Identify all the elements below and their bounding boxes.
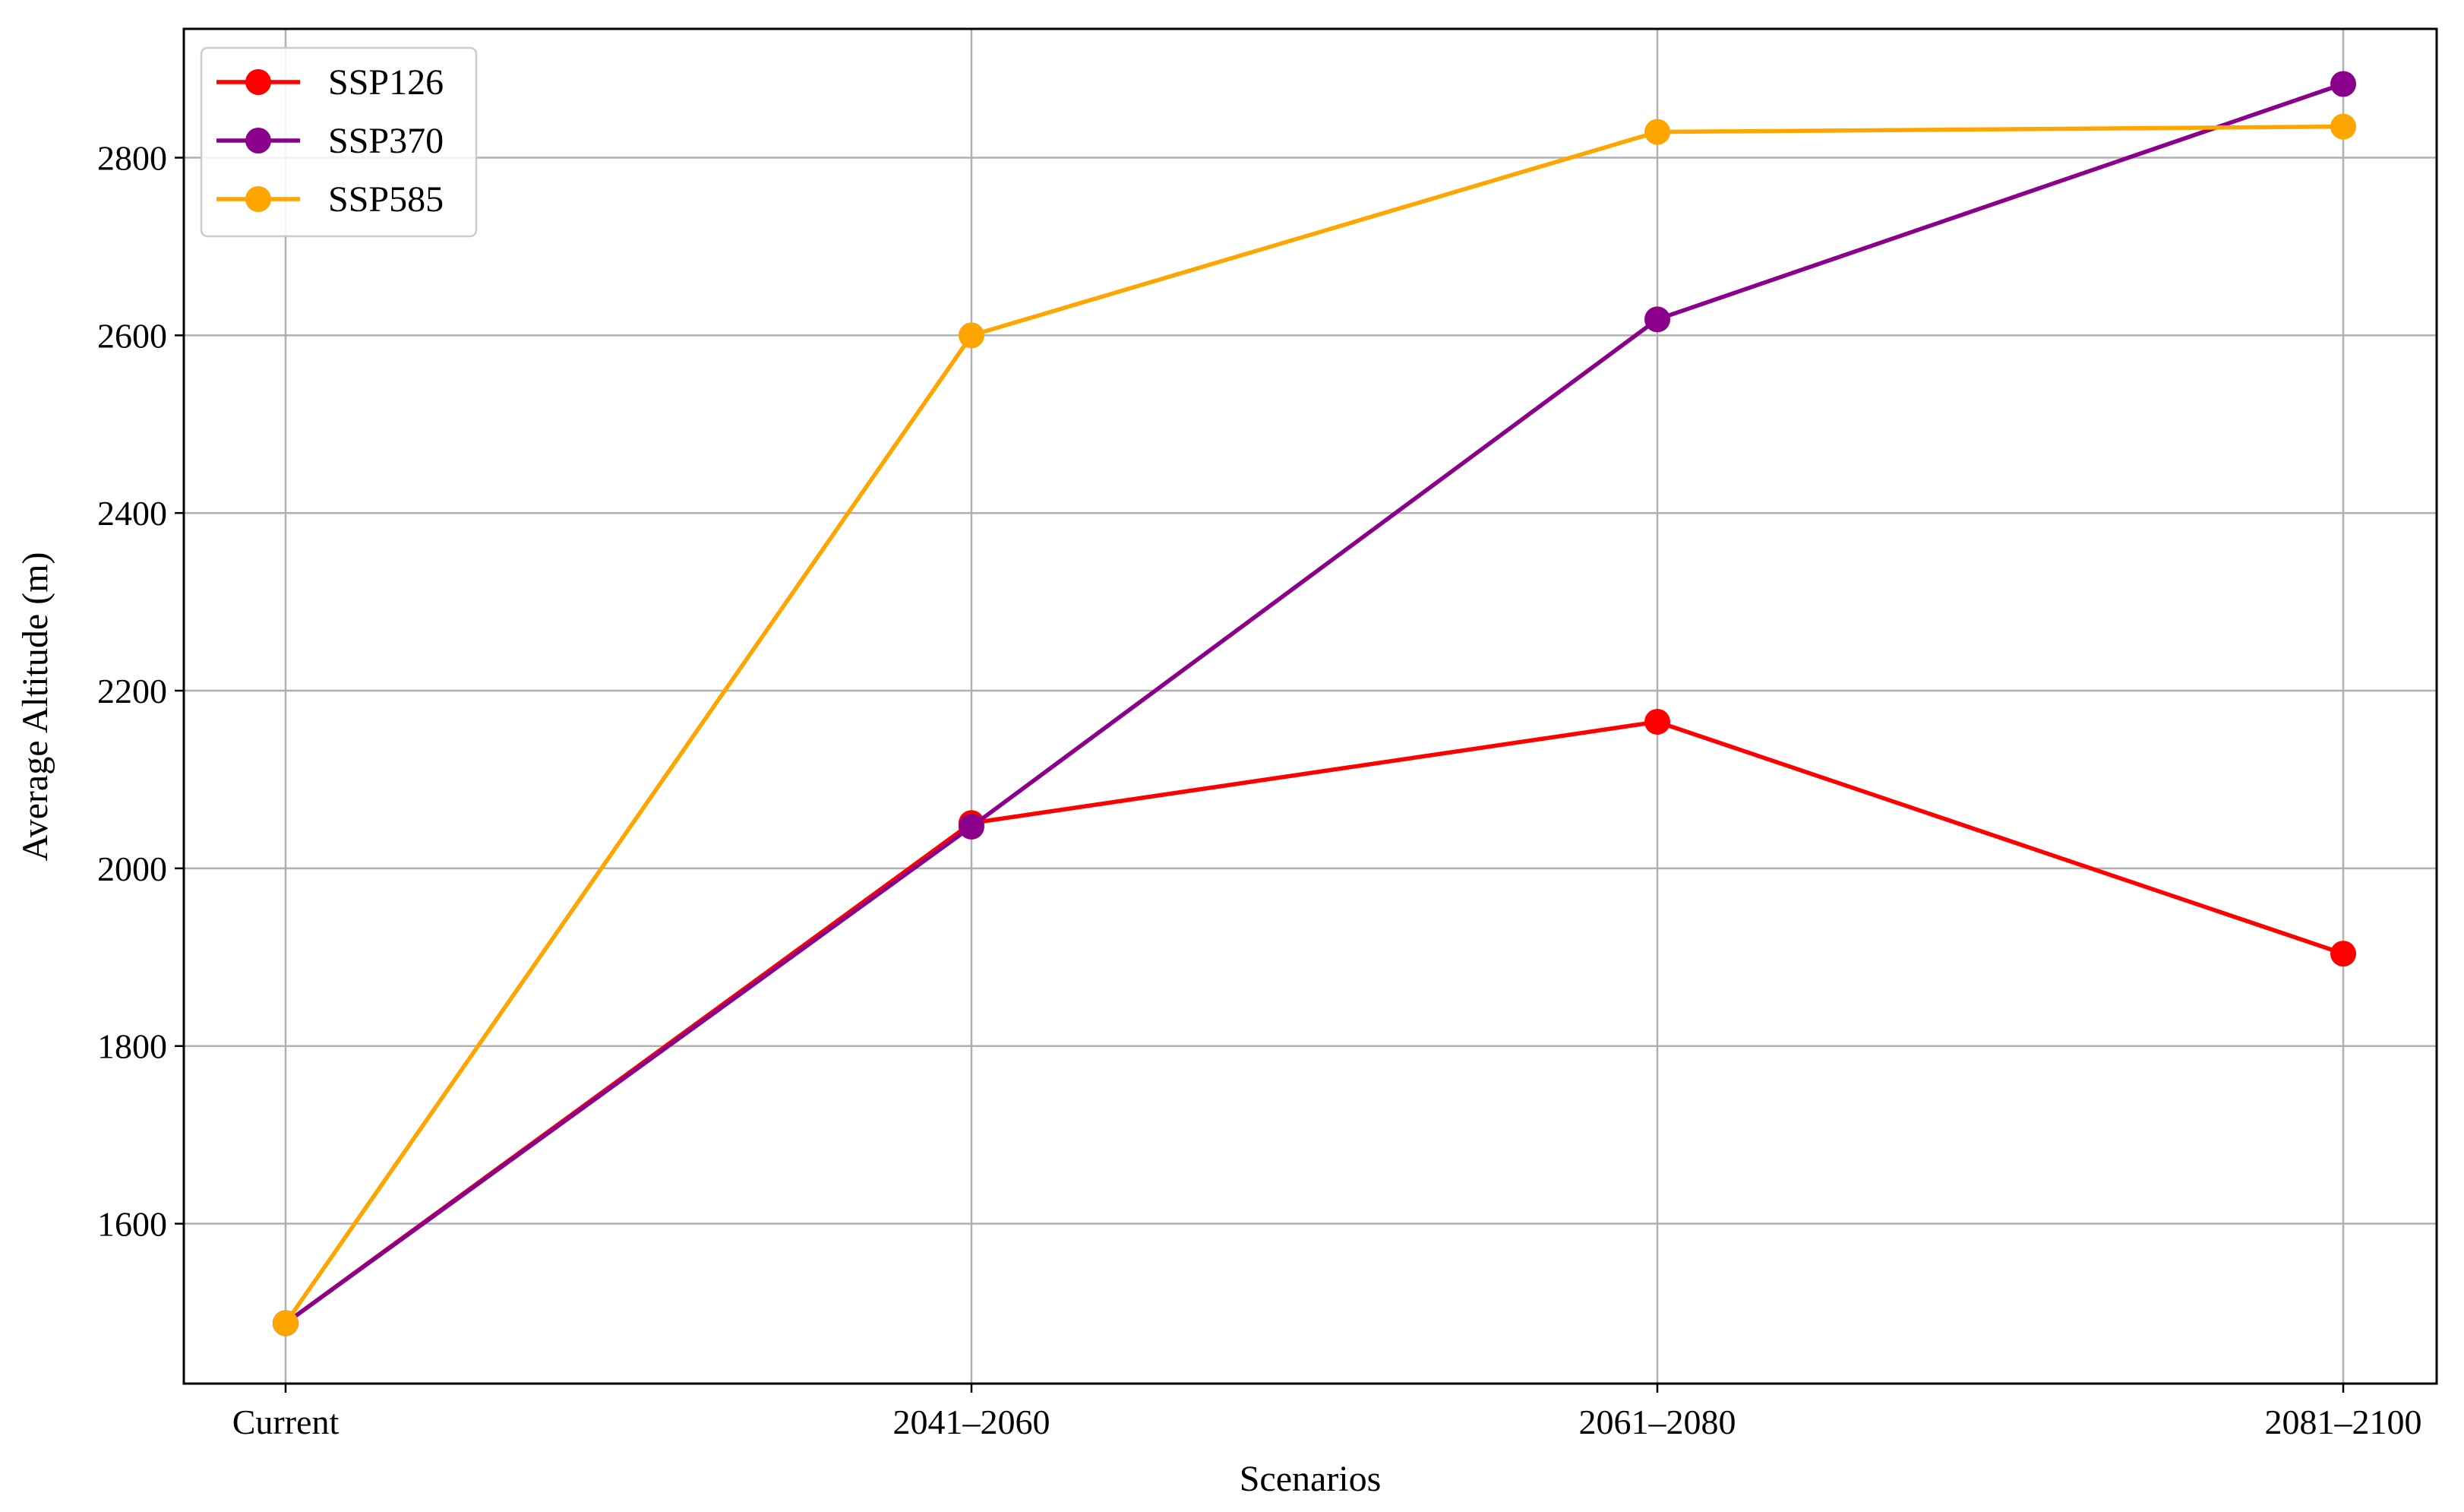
- data-point-ssp585: [1644, 119, 1670, 145]
- series-layer: [273, 71, 2356, 1336]
- legend-label-ssp126: SSP126: [328, 62, 444, 103]
- y-axis-label: Average Altitude (m): [15, 552, 55, 862]
- legend-marker-ssp585: [245, 186, 271, 212]
- legend: SSP126 SSP370 SSP585: [200, 46, 478, 238]
- y-tick-label: 2800: [97, 139, 167, 178]
- series-line-ssp585: [283, 124, 2344, 1325]
- x-tick-label: 2081–2100: [2265, 1403, 2422, 1441]
- data-point-ssp370: [2330, 71, 2356, 97]
- data-point-ssp126: [1644, 708, 1670, 735]
- series-line-ssp370: [284, 81, 2344, 1325]
- data-point-ssp126: [2330, 941, 2356, 967]
- y-tick-label: 2400: [97, 494, 167, 533]
- legend-box: [200, 46, 478, 238]
- legend-marker-ssp126: [245, 69, 271, 95]
- y-tick-label: 2200: [97, 672, 167, 710]
- data-point-ssp585: [273, 1310, 299, 1336]
- grid-lines: [184, 29, 2437, 1384]
- legend-marker-ssp370: [245, 128, 271, 153]
- x-tick-label: 2041–2060: [893, 1403, 1050, 1441]
- data-point-ssp585: [959, 322, 984, 349]
- data-point-ssp370: [959, 813, 984, 840]
- series-ssp585: [273, 113, 2356, 1336]
- x-axis-label: Scenarios: [1240, 1459, 1382, 1499]
- x-tick-label: Current: [232, 1403, 340, 1441]
- data-point-ssp370: [1644, 306, 1670, 333]
- data-point-ssp585: [2330, 113, 2356, 140]
- x-tick-label: 2061–2080: [1579, 1403, 1736, 1441]
- legend-label-ssp370: SSP370: [328, 121, 444, 161]
- y-tick-label: 1600: [97, 1205, 167, 1244]
- axis-ticks: Current 2041–2060 2061–2080 2081–2100 1600 18…: [97, 139, 2422, 1441]
- y-tick-label: 1800: [97, 1027, 167, 1066]
- y-tick-label: 2600: [97, 316, 167, 355]
- plot-area-frame: [182, 27, 2438, 1385]
- legend-label-ssp585: SSP585: [328, 179, 444, 220]
- y-tick-label: 2000: [97, 849, 167, 888]
